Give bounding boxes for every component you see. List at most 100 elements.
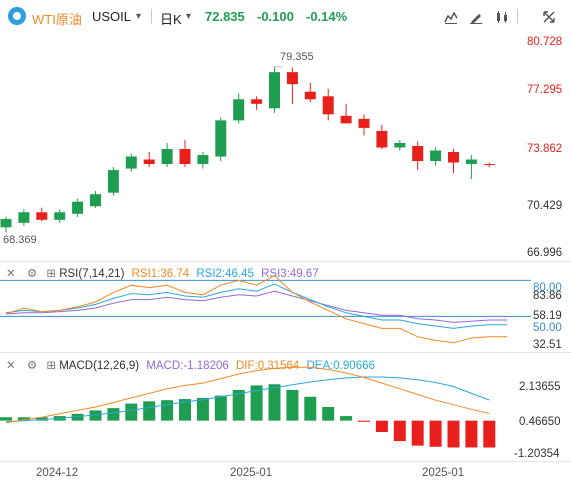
candle-body [412,145,424,162]
macd-histogram-bar [107,408,120,421]
macd-axis-label: 0.46650 [519,416,561,428]
macd-histogram-bar [393,420,406,442]
rsi-axis-label: 50.00 [533,322,562,334]
symbol-code[interactable]: USOIL [92,9,132,24]
macd-axis-label: -1.20354 [514,448,560,460]
x-axis-line [0,461,571,462]
candle-body [233,99,245,121]
dif-line [5,366,490,424]
macd-histogram-bar [465,420,478,448]
candle-body [197,155,209,165]
price-chart[interactable] [0,33,571,260]
candle-body [125,156,137,169]
candle-body [72,201,84,214]
macd-histogram-bar [250,385,263,421]
price-axis-label: 73.862 [527,143,563,155]
rsi-settings-icon[interactable]: ⚙ [26,268,38,280]
macd-histogram-bar [232,389,245,421]
candle-body [358,118,370,128]
panel-divider [0,261,571,262]
rsi2-value: RSI2:46.45 [196,268,254,280]
macd-histogram-bar [0,417,12,421]
macd-title: MACD(12,26,9) [59,360,140,372]
timeframe-selector[interactable]: 日K [160,12,182,27]
drawing-tool-icon[interactable] [468,9,484,25]
last-price: 72.835 [205,9,245,24]
price-axis-label: 66.996 [527,247,563,259]
rsi-axis-label: 80.00 [533,282,562,294]
macd-histogram-bar [411,420,424,446]
macd-histogram-bar [125,403,138,421]
macd-header: ✕ ⚙ ⊞ MACD(12,26,9) MACD:-1.18206 DIF:0.… [6,358,375,372]
candle-body [340,115,352,124]
rsi1-line [5,274,508,344]
macd-histogram-bar [322,407,335,421]
price-axis-label: 77.295 [527,84,563,96]
rsi3-line [5,290,508,323]
rsi-collapse-icon[interactable]: ⊞ [46,268,56,280]
macd-histogram-bar [143,401,156,421]
timeframe-dropdown-icon[interactable]: ▾ [186,11,192,22]
candle-body [430,150,442,162]
macd-chart[interactable] [0,353,571,460]
candle-body [54,212,66,220]
rsi1-value: RSI1:36.74 [131,268,190,280]
macd-histogram-bar [71,413,84,421]
macd-histogram-bar [483,420,496,448]
candle-body [465,159,477,165]
rsi-chart[interactable] [0,262,571,352]
macd-value: MACD:-1.18206 [146,360,229,372]
high-price-annotation: 79.355 [280,51,314,63]
macd-histogram-bar [89,410,102,421]
x-axis-label: 2025-01 [230,467,273,479]
candle-body [448,151,459,163]
candle-body [143,159,155,165]
candle-body [215,120,227,157]
candle-body [251,99,263,104]
candle-body [90,194,101,207]
rsi-title: RSI(7,14,21) [59,268,125,280]
macd-histogram-bar [268,384,281,421]
price-axis-label: 80.728 [527,36,563,48]
macd-histogram-bar [447,420,460,448]
candle-body [286,72,298,85]
chart-toolbar: WTI原油 USOIL ▾ 日K ▾ 72.835 -0.100 -0.14% [0,0,571,33]
macd-histogram-bar [358,420,370,422]
rsi-axis-label: 83.86 [533,290,562,302]
low-price-annotation: 68.369 [3,234,37,246]
price-change-percent: -0.14% [306,9,348,24]
toolbar-divider [151,9,152,24]
symbol-name[interactable]: WTI原油 [32,12,82,27]
close-rsi-icon[interactable]: ✕ [6,268,16,280]
instrument-logo-icon [8,7,26,25]
candle-body [107,170,119,193]
macd-histogram-bar [35,417,48,421]
dea-line [5,376,490,423]
rsi-axis-label: 32.51 [533,339,562,351]
toolbar-divider [517,9,518,24]
close-macd-icon[interactable]: ✕ [6,360,16,372]
macd-histogram-bar [304,396,317,421]
candle-body [483,164,495,166]
price-axis-label: 70.429 [527,200,563,212]
macd-histogram-bar [179,399,191,421]
indicator-icon[interactable] [443,9,459,25]
candle-body [394,142,406,148]
candle-body [0,219,12,228]
candle-body [36,212,48,220]
candle-body [161,148,173,165]
macd-axis-label: 2.13655 [519,381,561,393]
chart-type-icon[interactable] [494,9,510,25]
panel-divider [0,352,571,353]
macd-histogram-bar [375,420,388,432]
candle-body [18,212,30,223]
fullscreen-icon[interactable] [541,9,557,25]
x-axis-label: 2024-12 [36,467,79,479]
macd-settings-icon[interactable]: ⚙ [26,360,38,372]
macd-histogram-bar [214,395,227,421]
symbol-dropdown-icon[interactable]: ▾ [136,11,142,22]
macd-collapse-icon[interactable]: ⊞ [46,360,56,372]
x-axis-label: 2025-01 [422,467,465,479]
candle-body [304,91,316,100]
macd-histogram-bar [429,420,442,447]
